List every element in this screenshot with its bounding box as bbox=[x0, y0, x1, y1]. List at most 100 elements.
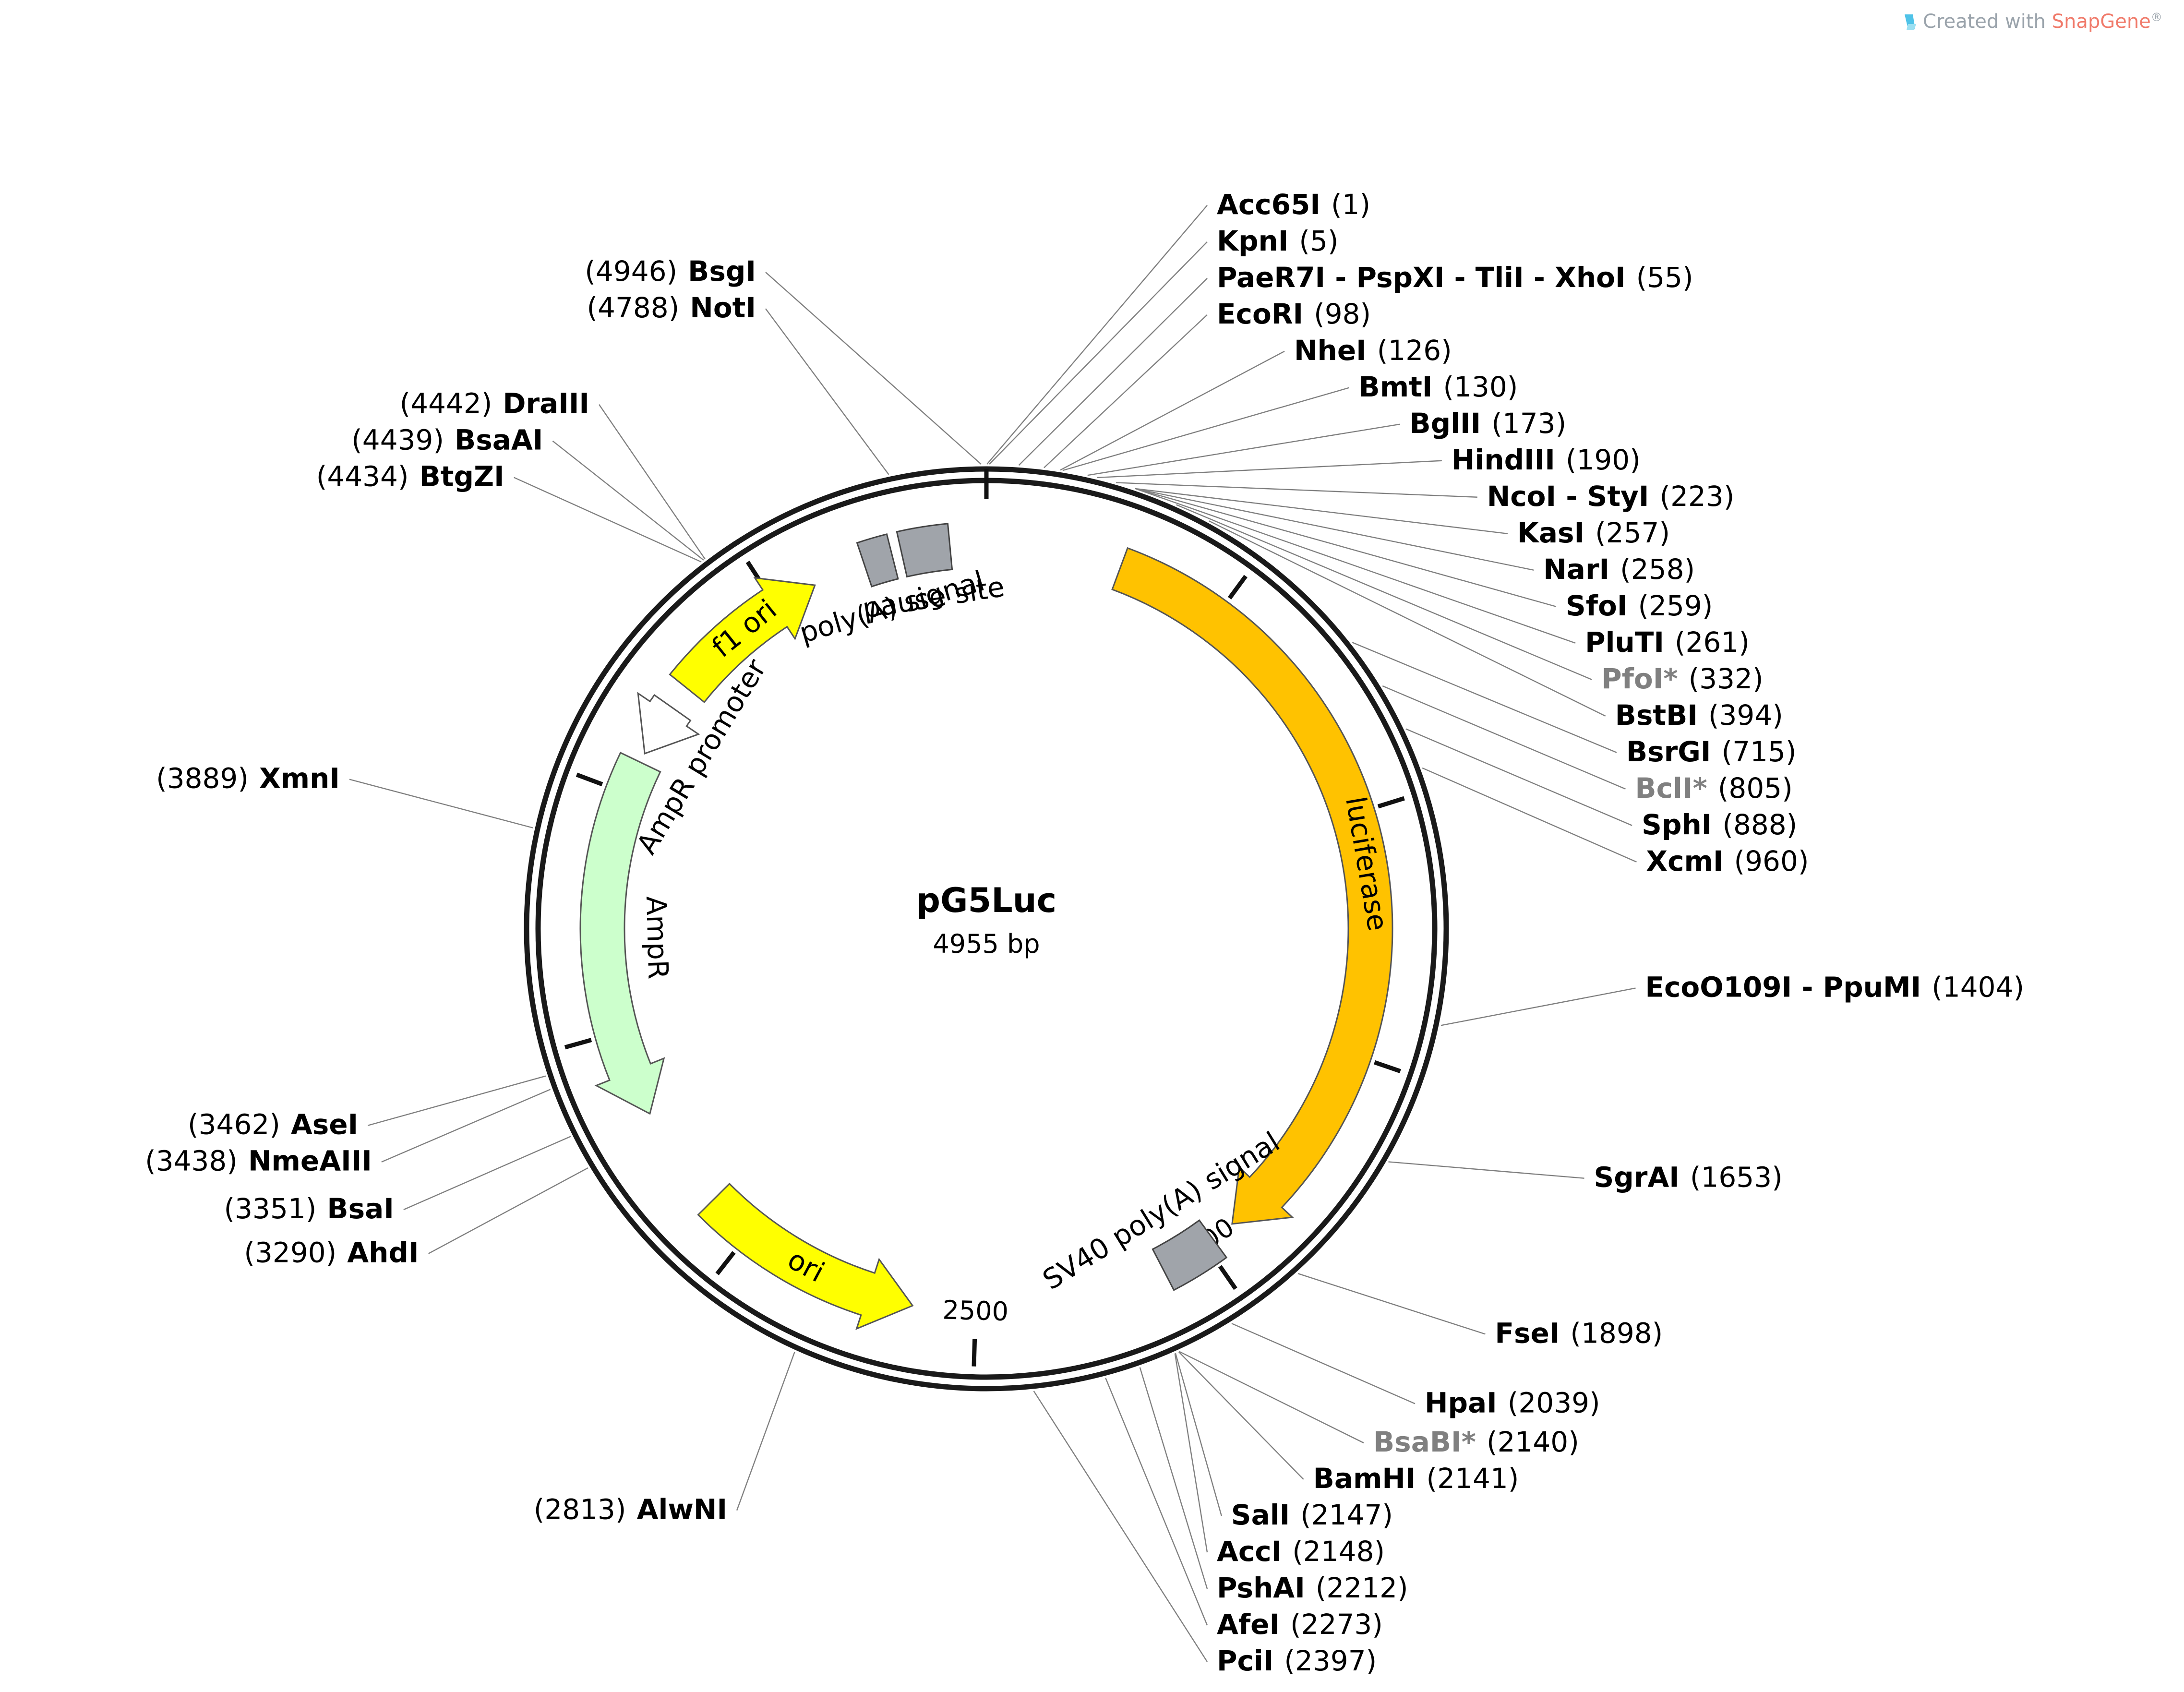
site-label-ahdi[interactable]: (3290) AhdI bbox=[244, 1236, 419, 1269]
site-label-asei[interactable]: (3462) AseI bbox=[188, 1108, 358, 1141]
site-sphi[interactable]: SphI (888) bbox=[1642, 808, 1797, 841]
site-label-ecoo109i-ppumi[interactable]: EcoO109I - PpuMI (1404) bbox=[1645, 971, 2024, 1004]
feature-ori-arrow[interactable] bbox=[697, 1182, 914, 1330]
site-label-noti[interactable]: (4788) NotI bbox=[587, 291, 756, 324]
site-label-ecori[interactable]: EcoRI (98) bbox=[1217, 298, 1371, 330]
site-kpni[interactable]: KpnI (5) bbox=[1217, 225, 1339, 257]
site-label-pluti[interactable]: PluTI (261) bbox=[1585, 626, 1750, 659]
site-pshai[interactable]: PshAI (2212) bbox=[1217, 1572, 1408, 1604]
site-label-ncoi-styi[interactable]: NcoI - StyI (223) bbox=[1487, 480, 1735, 513]
site-bglii[interactable]: BglII (173) bbox=[1409, 407, 1566, 440]
feature-sv40-polya-shape[interactable] bbox=[1152, 1219, 1228, 1291]
feature-ori[interactable]: ori bbox=[697, 1182, 914, 1330]
site-label-nmeaiii[interactable]: (3438) NmeAIII bbox=[145, 1145, 372, 1177]
site-label-bsaai[interactable]: (4439) BsaAI bbox=[351, 424, 543, 456]
site-bsgi[interactable]: (4946) BsgI bbox=[585, 255, 756, 288]
site-name: BtgZI bbox=[420, 460, 504, 493]
site-label-bstbi[interactable]: BstBI (394) bbox=[1615, 699, 1783, 732]
feature-ampr-promoter-arrow[interactable] bbox=[637, 692, 700, 755]
site-label-bglii[interactable]: BglII (173) bbox=[1409, 407, 1566, 440]
site-leader-bmti bbox=[1062, 387, 1349, 471]
site-label-hpai[interactable]: HpaI (2039) bbox=[1425, 1386, 1600, 1419]
site-label-bsrgi[interactable]: BsrGI (715) bbox=[1626, 735, 1797, 768]
site-noti[interactable]: (4788) NotI bbox=[587, 291, 756, 324]
site-pcii[interactable]: PciI (2397) bbox=[1217, 1644, 1377, 1677]
site-label-alwni[interactable]: (2813) AlwNI bbox=[534, 1493, 727, 1526]
site-label-sali[interactable]: SalI (2147) bbox=[1231, 1499, 1393, 1531]
site-bcli[interactable]: BclI* (805) bbox=[1635, 772, 1792, 804]
site-position: (130) bbox=[1443, 371, 1518, 403]
site-sgrai[interactable]: SgrAI (1653) bbox=[1594, 1161, 1783, 1194]
site-btgzi[interactable]: (4434) BtgZI bbox=[316, 460, 504, 493]
site-alwni[interactable]: (2813) AlwNI bbox=[534, 1493, 727, 1526]
site-bmti[interactable]: BmtI (130) bbox=[1359, 371, 1518, 403]
site-ahdi[interactable]: (3290) AhdI bbox=[244, 1236, 419, 1269]
site-acc65i[interactable]: Acc65I (1) bbox=[1217, 188, 1370, 221]
site-bsai[interactable]: (3351) BsaI bbox=[224, 1192, 394, 1225]
site-hindiii[interactable]: HindIII (190) bbox=[1452, 444, 1641, 476]
site-sali[interactable]: SalI (2147) bbox=[1231, 1499, 1393, 1531]
feature-f1-ori[interactable]: f1 ori bbox=[669, 576, 816, 703]
site-afei[interactable]: AfeI (2273) bbox=[1217, 1608, 1383, 1641]
site-nhei[interactable]: NheI (126) bbox=[1294, 334, 1452, 367]
site-label-bmti[interactable]: BmtI (130) bbox=[1359, 371, 1518, 403]
site-bsaai[interactable]: (4439) BsaAI bbox=[351, 424, 543, 456]
site-pfoi[interactable]: PfoI* (332) bbox=[1601, 662, 1763, 695]
site-name: BmtI bbox=[1359, 371, 1433, 403]
site-label-bamhi[interactable]: BamHI (2141) bbox=[1313, 1462, 1519, 1495]
site-label-kpni[interactable]: KpnI (5) bbox=[1217, 225, 1339, 257]
feature-ampr[interactable]: AmpR bbox=[579, 752, 674, 1115]
site-kasi[interactable]: KasI (257) bbox=[1517, 516, 1670, 549]
site-bsrgi[interactable]: BsrGI (715) bbox=[1626, 735, 1797, 768]
site-nari[interactable]: NarI (258) bbox=[1543, 553, 1695, 586]
site-xmni[interactable]: (3889) XmnI bbox=[156, 762, 340, 795]
site-draiii[interactable]: (4442) DraIII bbox=[399, 387, 589, 420]
site-label-kasi[interactable]: KasI (257) bbox=[1517, 516, 1670, 549]
site-label-xcmi[interactable]: XcmI (960) bbox=[1646, 845, 1809, 877]
site-label-bsgi[interactable]: (4946) BsgI bbox=[585, 255, 756, 288]
site-acci[interactable]: AccI (2148) bbox=[1217, 1535, 1385, 1568]
site-label-nari[interactable]: NarI (258) bbox=[1543, 553, 1695, 586]
site-leader-bstbi bbox=[1209, 520, 1606, 717]
site-fsei[interactable]: FseI (1898) bbox=[1495, 1317, 1663, 1349]
site-nmeaiii[interactable]: (3438) NmeAIII bbox=[145, 1145, 372, 1177]
site-ecoo109i-ppumi[interactable]: EcoO109I - PpuMI (1404) bbox=[1645, 971, 2024, 1004]
site-label-acci[interactable]: AccI (2148) bbox=[1217, 1535, 1385, 1568]
site-label-xmni[interactable]: (3889) XmnI bbox=[156, 762, 340, 795]
site-label-bsai[interactable]: (3351) BsaI bbox=[224, 1192, 394, 1225]
site-label-draiii[interactable]: (4442) DraIII bbox=[399, 387, 589, 420]
site-label-acc65i[interactable]: Acc65I (1) bbox=[1217, 188, 1370, 221]
site-label-btgzi[interactable]: (4434) BtgZI bbox=[316, 460, 504, 493]
site-label-afei[interactable]: AfeI (2273) bbox=[1217, 1608, 1383, 1641]
site-sfoi[interactable]: SfoI (259) bbox=[1566, 589, 1713, 622]
site-leader-sali bbox=[1175, 1353, 1222, 1516]
site-label-pfoi[interactable]: PfoI* (332) bbox=[1601, 662, 1763, 695]
site-bsabi[interactable]: BsaBI* (2140) bbox=[1373, 1426, 1579, 1458]
feature-polya-signal-shape[interactable] bbox=[856, 533, 899, 588]
site-paer7i-pspxi-tlii-xhoi[interactable]: PaeR7I - PspXI - TliI - XhoI (55) bbox=[1217, 261, 1693, 294]
site-label-hindiii[interactable]: HindIII (190) bbox=[1452, 444, 1641, 476]
feature-luciferase-arrow[interactable] bbox=[1111, 547, 1393, 1225]
site-label-nhei[interactable]: NheI (126) bbox=[1294, 334, 1452, 367]
site-label-sfoi[interactable]: SfoI (259) bbox=[1566, 589, 1713, 622]
site-bamhi[interactable]: BamHI (2141) bbox=[1313, 1462, 1519, 1495]
site-label-bsabi[interactable]: BsaBI* (2140) bbox=[1373, 1426, 1579, 1458]
site-label-paer7i-pspxi-tlii-xhoi[interactable]: PaeR7I - PspXI - TliI - XhoI (55) bbox=[1217, 261, 1693, 294]
site-ncoi-styi[interactable]: NcoI - StyI (223) bbox=[1487, 480, 1735, 513]
site-label-sgrai[interactable]: SgrAI (1653) bbox=[1594, 1161, 1783, 1194]
site-xcmi[interactable]: XcmI (960) bbox=[1646, 845, 1809, 877]
site-pluti[interactable]: PluTI (261) bbox=[1585, 626, 1750, 659]
site-asei[interactable]: (3462) AseI bbox=[188, 1108, 358, 1141]
feature-ampr-arrow[interactable] bbox=[579, 752, 665, 1115]
site-hpai[interactable]: HpaI (2039) bbox=[1425, 1386, 1600, 1419]
site-bstbi[interactable]: BstBI (394) bbox=[1615, 699, 1783, 732]
site-label-sphi[interactable]: SphI (888) bbox=[1642, 808, 1797, 841]
site-ecori[interactable]: EcoRI (98) bbox=[1217, 298, 1371, 330]
site-label-pshai[interactable]: PshAI (2212) bbox=[1217, 1572, 1408, 1604]
site-label-fsei[interactable]: FseI (1898) bbox=[1495, 1317, 1663, 1349]
feature-f1-ori-arrow[interactable] bbox=[669, 576, 816, 703]
plasmid-size: 4955 bp bbox=[933, 929, 1040, 959]
feature-pause-site-shape[interactable] bbox=[896, 523, 953, 578]
site-label-pcii[interactable]: PciI (2397) bbox=[1217, 1644, 1377, 1677]
site-label-bcli[interactable]: BclI* (805) bbox=[1635, 772, 1792, 804]
